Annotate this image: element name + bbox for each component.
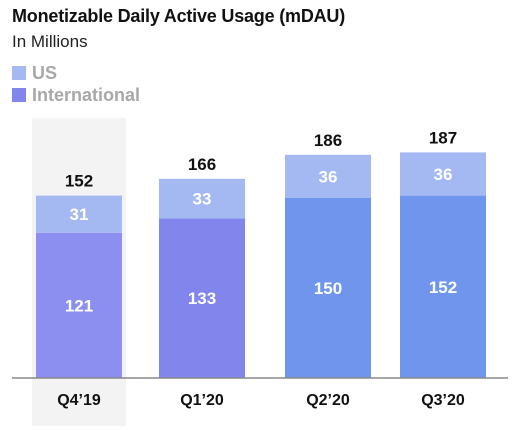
bar-us-1: [159, 178, 245, 219]
value-label-international-2: 150: [314, 279, 342, 298]
bar-international-2: [285, 198, 371, 378]
total-label-1: 166: [188, 155, 216, 174]
legend-item-international: International: [12, 84, 140, 106]
legend-label-us: US: [32, 62, 58, 83]
value-label-international-1: 133: [188, 289, 216, 308]
category-label-1: Q1’20: [180, 392, 224, 409]
value-label-international-0: 121: [65, 296, 93, 315]
value-label-us-2: 36: [319, 167, 338, 186]
legend-item-us: US: [12, 62, 140, 84]
total-label-3: 187: [429, 128, 457, 147]
legend: US International: [12, 62, 140, 106]
bar-international-0: [36, 232, 122, 378]
legend-swatch-us: [12, 66, 26, 80]
total-label-0: 152: [65, 172, 93, 191]
value-label-us-3: 36: [434, 165, 453, 184]
bar-us-3: [400, 152, 486, 196]
category-label-0: Q4’19: [57, 392, 101, 409]
bar-international-3: [400, 195, 486, 378]
legend-label-international: International: [32, 84, 141, 105]
bar-us-2: [285, 154, 371, 198]
total-label-2: 186: [314, 131, 342, 150]
category-label-3: Q3’20: [421, 392, 465, 409]
bar-us-0: [36, 195, 122, 233]
legend-swatch-international: [12, 88, 26, 102]
bar-international-1: [159, 218, 245, 378]
chart-subtitle: In Millions: [12, 32, 88, 51]
value-label-us-1: 33: [193, 190, 212, 209]
value-label-us-0: 31: [70, 205, 89, 224]
value-label-international-3: 152: [429, 278, 457, 297]
category-label-2: Q2’20: [306, 392, 350, 409]
chart-title: Monetizable Daily Active Usage (mDAU): [12, 6, 346, 26]
